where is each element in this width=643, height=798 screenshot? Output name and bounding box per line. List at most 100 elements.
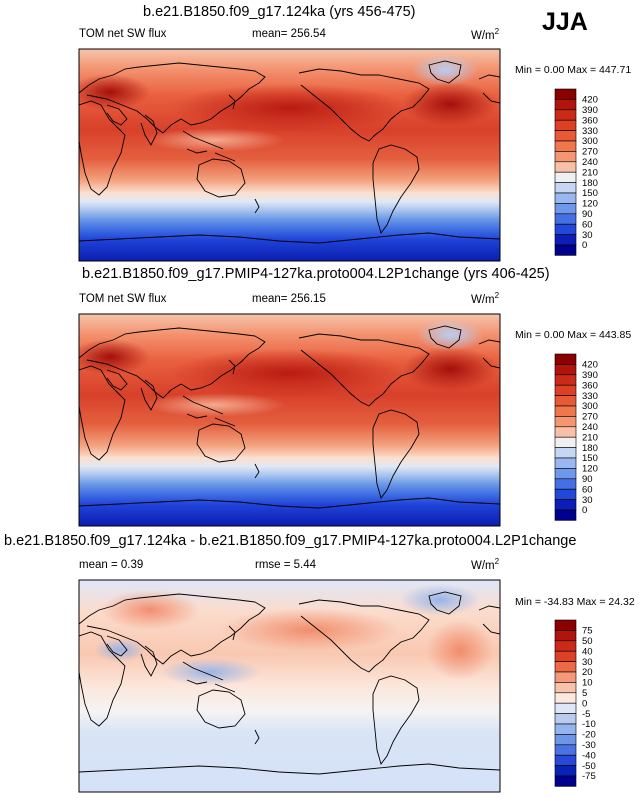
colorbar-1-swatch bbox=[554, 223, 577, 235]
colorbar-3-tick-label: 5 bbox=[582, 688, 587, 699]
colorbar-3-tick-label: -20 bbox=[582, 730, 596, 741]
panel-1-title: b.e21.B1850.f09_g17.124ka (yrs 456-475) bbox=[143, 4, 416, 20]
panel-2-title: b.e21.B1850.f09_g17.PMIP4-127ka.proto004… bbox=[82, 266, 550, 282]
colorbar-1-swatch bbox=[554, 182, 577, 194]
colorbar-3-swatch bbox=[554, 734, 577, 746]
colorbar-1-swatch bbox=[554, 99, 577, 111]
colorbar-2-tick-label: 270 bbox=[582, 412, 598, 423]
colorbar-3-swatch bbox=[554, 713, 577, 725]
colorbar-1-tick-label: 330 bbox=[582, 126, 598, 137]
panel-1-mean-label: mean= 256.54 bbox=[252, 28, 326, 40]
colorbar-2-tick-label: 420 bbox=[582, 360, 598, 371]
panel-2-map bbox=[79, 314, 500, 526]
colorbar-1-tick-label: 420 bbox=[582, 95, 598, 106]
colorbar-3-tick-label: 10 bbox=[582, 678, 593, 689]
colorbar-1-swatch bbox=[554, 244, 577, 256]
colorbar-2-tick-label: 210 bbox=[582, 432, 598, 443]
colorbar-2-swatch bbox=[554, 426, 577, 438]
panel-1-minmax: Min = 0.00 Max = 447.71 bbox=[515, 64, 632, 76]
colorbar-2-swatch bbox=[554, 447, 577, 459]
colorbar-1-swatch bbox=[554, 88, 577, 100]
colorbar-3-tick-label: 50 bbox=[582, 636, 593, 647]
colorbar-3-tick-label: -10 bbox=[582, 719, 596, 730]
colorbar-2-swatch bbox=[554, 499, 577, 511]
colorbar-3-swatch bbox=[554, 692, 577, 704]
colorbar-2-swatch bbox=[554, 436, 577, 448]
colorbar-3-swatch bbox=[554, 661, 577, 673]
colorbar-1-swatch bbox=[554, 234, 577, 246]
panel-3-rmse-label: rmse = 5.44 bbox=[255, 559, 317, 571]
colorbar-1-tick-label: 150 bbox=[582, 188, 598, 199]
colorbar-1-swatch bbox=[554, 119, 577, 131]
colorbar-1-tick-label: 210 bbox=[582, 167, 598, 178]
colorbar-1-swatch bbox=[554, 130, 577, 142]
panel-3-units: W/m2 bbox=[471, 557, 500, 572]
colorbar-3-swatch bbox=[554, 640, 577, 652]
colorbar-2-swatch bbox=[554, 374, 577, 386]
colorbar-3-swatch bbox=[554, 682, 577, 694]
colorbar-3-tick-label: -5 bbox=[582, 709, 590, 720]
colorbar-1-tick-label: 300 bbox=[582, 136, 598, 147]
colorbar-2-tick-label: 240 bbox=[582, 422, 598, 433]
colorbar-3-tick-label: 30 bbox=[582, 657, 593, 668]
colorbar-3-tick-label: -40 bbox=[582, 750, 596, 761]
colorbar-2-swatch bbox=[554, 353, 577, 365]
colorbar-2-tick-label: 300 bbox=[582, 401, 598, 412]
colorbar-2-swatch bbox=[554, 395, 577, 407]
colorbar-1-tick-label: 0 bbox=[582, 240, 587, 251]
colorbar-2-tick-label: 330 bbox=[582, 391, 598, 402]
panel-3-mean-label: mean = 0.39 bbox=[79, 559, 144, 571]
colorbar-2-swatch bbox=[554, 405, 577, 417]
colorbar-1-swatch bbox=[554, 161, 577, 173]
panel-1-map bbox=[79, 49, 500, 261]
panel-2-variable-label: TOM net SW flux bbox=[79, 293, 167, 305]
colorbar-1-tick-label: 30 bbox=[582, 230, 593, 241]
colorbar-3-tick-label: 75 bbox=[582, 626, 593, 637]
panel-2-mean-label: mean= 256.15 bbox=[252, 293, 326, 305]
season-label: JJA bbox=[542, 8, 588, 36]
colorbar-2-swatch bbox=[554, 509, 577, 521]
panel-2-units: W/m2 bbox=[471, 291, 500, 306]
panel-3-minmax: Min = -34.83 Max = 24.32 bbox=[515, 596, 635, 608]
colorbar-1-swatch bbox=[554, 192, 577, 204]
colorbar-3-swatch bbox=[554, 630, 577, 642]
colorbar-1-swatch bbox=[554, 140, 577, 152]
panel-3-map bbox=[79, 580, 500, 792]
colorbar-2-tick-label: 150 bbox=[582, 453, 598, 464]
colorbar-3-swatch bbox=[554, 765, 577, 777]
colorbar-2-swatch bbox=[554, 416, 577, 428]
colorbar-2-tick-label: 90 bbox=[582, 474, 593, 485]
panel-3-title: b.e21.B1850.f09_g17.124ka - b.e21.B1850.… bbox=[4, 533, 577, 549]
colorbar-1-tick-label: 240 bbox=[582, 157, 598, 168]
colorbar-1-tick-label: 180 bbox=[582, 178, 598, 189]
colorbar-2-swatch bbox=[554, 468, 577, 480]
colorbar-1-swatch bbox=[554, 151, 577, 163]
colorbar-2-tick-label: 360 bbox=[582, 380, 598, 391]
colorbar-2-tick-label: 180 bbox=[582, 443, 598, 454]
colorbar-3-swatch bbox=[554, 775, 577, 787]
colorbar-2-tick-label: 390 bbox=[582, 370, 598, 381]
colorbar-1-swatch bbox=[554, 203, 577, 215]
colorbar-2-swatch bbox=[554, 457, 577, 469]
colorbar-2-tick-label: 60 bbox=[582, 484, 593, 495]
colorbar-1-tick-label: 90 bbox=[582, 209, 593, 220]
colorbar-1-tick-label: 360 bbox=[582, 115, 598, 126]
colorbar-3-tick-label: 40 bbox=[582, 646, 593, 657]
colorbar-1-swatch bbox=[554, 109, 577, 121]
colorbar-1-tick-label: 270 bbox=[582, 147, 598, 158]
colorbar-2-tick-label: 30 bbox=[582, 495, 593, 506]
colorbar-3-tick-label: -30 bbox=[582, 740, 596, 751]
colorbar-3-tick-label: 0 bbox=[582, 698, 587, 709]
colorbar-1-swatch bbox=[554, 213, 577, 225]
colorbar-1-swatch bbox=[554, 171, 577, 183]
colorbar-3-swatch bbox=[554, 723, 577, 735]
colorbar-3-swatch bbox=[554, 744, 577, 756]
colorbar-2-swatch bbox=[554, 384, 577, 396]
panel-1-units: W/m2 bbox=[471, 27, 500, 42]
panel-1-variable-label: TOM net SW flux bbox=[79, 28, 167, 40]
colorbar-1-tick-label: 390 bbox=[582, 105, 598, 116]
